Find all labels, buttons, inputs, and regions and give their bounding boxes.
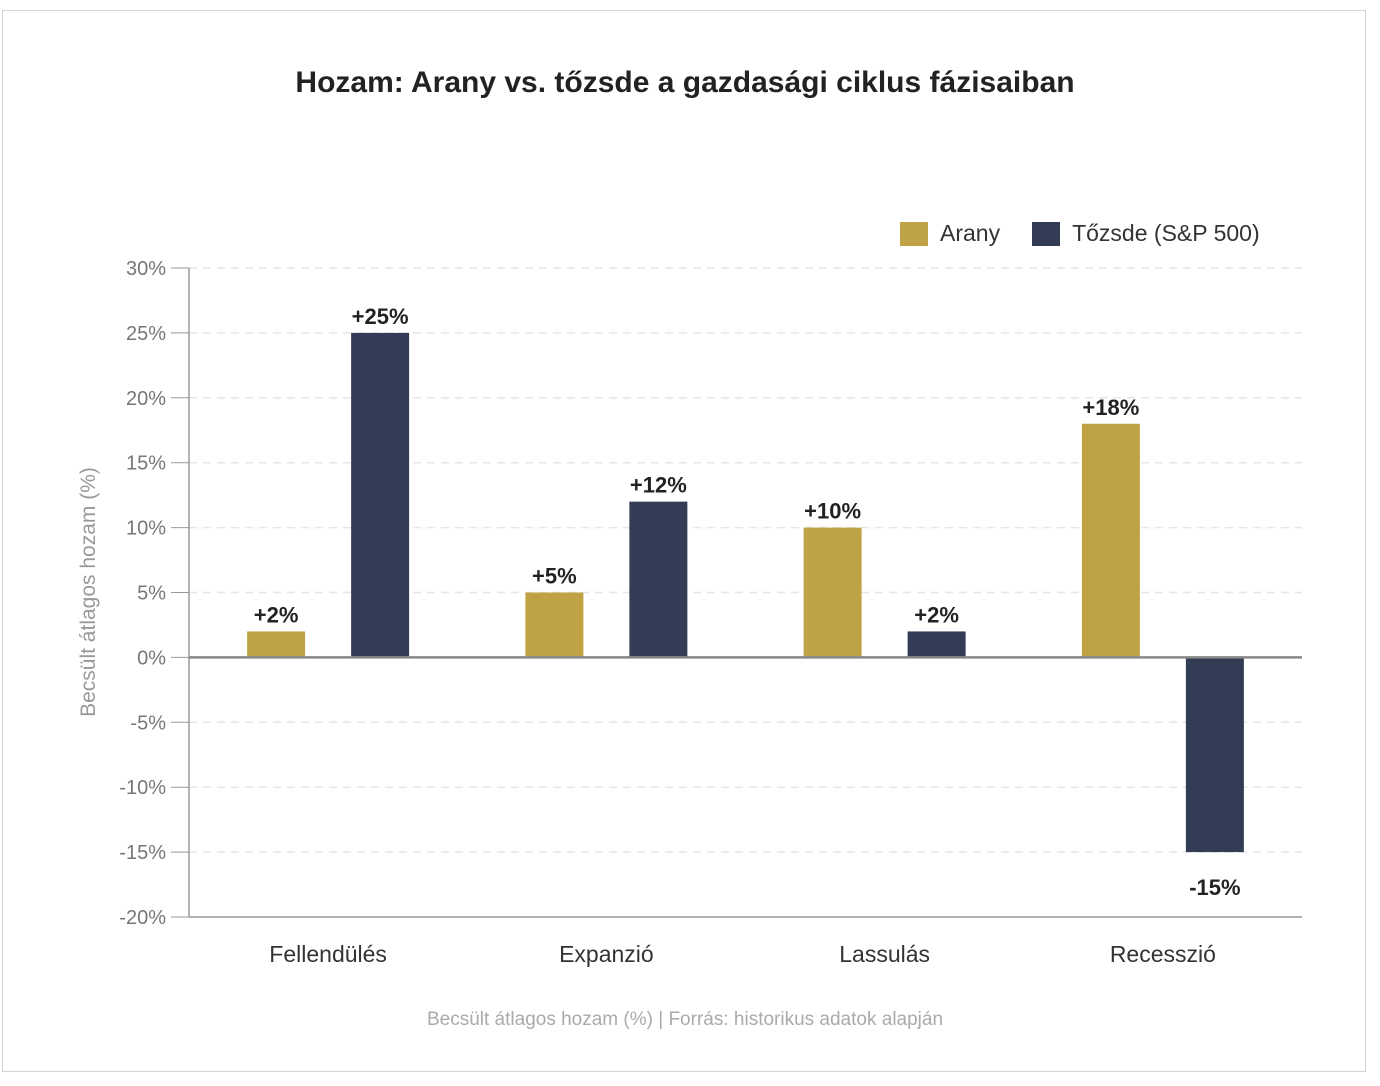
legend: Arany Tőzsde (S&P 500) xyxy=(900,220,1260,247)
y-axis-label: Becsült átlagos hozam (%) xyxy=(77,467,100,717)
bars xyxy=(247,332,1244,853)
bar xyxy=(1081,423,1140,658)
chart-title: Hozam: Arany vs. tőzsde a gazdasági cikl… xyxy=(295,66,1075,99)
legend-label-stocks: Tőzsde (S&P 500) xyxy=(1072,220,1260,246)
y-tick-label: -5% xyxy=(130,712,166,734)
y-tick-label: -20% xyxy=(119,907,166,929)
y-tick-label: 0% xyxy=(137,647,166,669)
y-tick-label: -15% xyxy=(119,842,166,864)
data-label: +2% xyxy=(914,602,959,627)
chart-footer: Becsült átlagos hozam (%) | Forrás: hist… xyxy=(426,1009,944,1030)
category-label: Expanzió xyxy=(559,941,654,967)
y-tick-label: 5% xyxy=(137,583,166,605)
y-tick-label: -10% xyxy=(119,777,166,799)
bar xyxy=(803,527,862,658)
bar xyxy=(1185,657,1244,853)
legend-swatch-stocks xyxy=(1032,221,1061,246)
category-label: Recesszió xyxy=(1110,941,1216,967)
data-label: +2% xyxy=(254,602,299,627)
data-label: +5% xyxy=(532,564,577,589)
value-labels: +2% +25% +5% +12% +10% +2% +18% -15% xyxy=(254,304,1241,900)
data-label: -15% xyxy=(1189,875,1240,900)
data-label: +12% xyxy=(630,473,687,498)
bar xyxy=(525,592,584,658)
data-label: +10% xyxy=(804,499,861,524)
data-label: +18% xyxy=(1082,395,1139,420)
legend-item-stocks: Tőzsde (S&P 500) xyxy=(1032,220,1260,247)
y-tick-label: 20% xyxy=(126,388,166,410)
data-label: +25% xyxy=(352,304,409,329)
legend-item-gold: Arany xyxy=(900,220,1000,247)
category-labels: Fellendülés Expanzió Lassulás Recesszió xyxy=(269,941,1216,967)
y-tick-label: 10% xyxy=(126,518,166,540)
legend-swatch-gold xyxy=(900,221,928,246)
bar xyxy=(907,631,966,658)
category-label: Lassulás xyxy=(839,941,930,967)
y-tick-label: 25% xyxy=(126,323,166,345)
y-tick-label: 30% xyxy=(126,258,166,280)
y-tick-label: 15% xyxy=(126,453,166,475)
bar xyxy=(629,501,688,658)
category-label: Fellendülés xyxy=(269,941,387,967)
bar xyxy=(351,332,410,658)
y-tick-labels: 30% 25% 20% 15% 10% 5% 0% -5% -10% -15% -20% xyxy=(119,258,189,929)
bar xyxy=(247,631,306,658)
legend-label-gold: Arany xyxy=(940,220,1001,246)
